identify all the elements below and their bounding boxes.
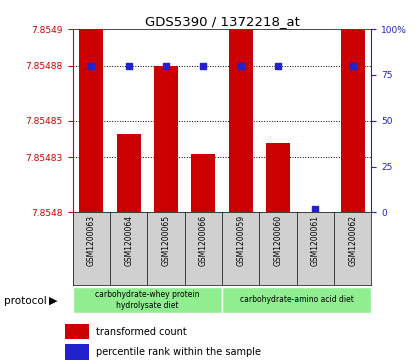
Text: GSM1200064: GSM1200064	[124, 215, 133, 266]
Text: transformed count: transformed count	[95, 327, 186, 337]
Text: GSM1200065: GSM1200065	[161, 215, 171, 266]
Text: percentile rank within the sample: percentile rank within the sample	[95, 347, 261, 357]
Point	[125, 63, 132, 69]
Point	[349, 63, 356, 69]
Bar	[79, 29, 103, 212]
Text: protocol: protocol	[4, 295, 47, 306]
Text: ▶: ▶	[49, 295, 57, 306]
Bar	[73, 287, 222, 313]
Text: GSM1200063: GSM1200063	[87, 215, 96, 266]
Bar	[341, 29, 365, 212]
Text: carbohydrate-amino acid diet: carbohydrate-amino acid diet	[240, 295, 354, 304]
Point	[200, 63, 207, 69]
Bar	[65, 344, 89, 359]
Text: GSM1200060: GSM1200060	[273, 215, 283, 266]
Point	[275, 63, 281, 69]
Point	[237, 63, 244, 69]
Bar	[117, 134, 141, 212]
Text: GSM1200061: GSM1200061	[311, 215, 320, 265]
Text: GSM1200066: GSM1200066	[199, 215, 208, 266]
Bar	[229, 0, 253, 212]
Point	[163, 63, 169, 69]
Text: carbohydrate-whey protein
hydrolysate diet: carbohydrate-whey protein hydrolysate di…	[95, 290, 200, 310]
Bar	[65, 324, 89, 339]
Text: GSM1200059: GSM1200059	[236, 215, 245, 266]
Bar	[222, 287, 371, 313]
Bar	[154, 66, 178, 212]
Title: GDS5390 / 1372218_at: GDS5390 / 1372218_at	[144, 15, 300, 28]
Text: GSM1200062: GSM1200062	[348, 215, 357, 265]
Bar	[266, 143, 290, 212]
Bar	[191, 154, 215, 212]
Point	[88, 63, 95, 69]
Point	[312, 206, 319, 212]
